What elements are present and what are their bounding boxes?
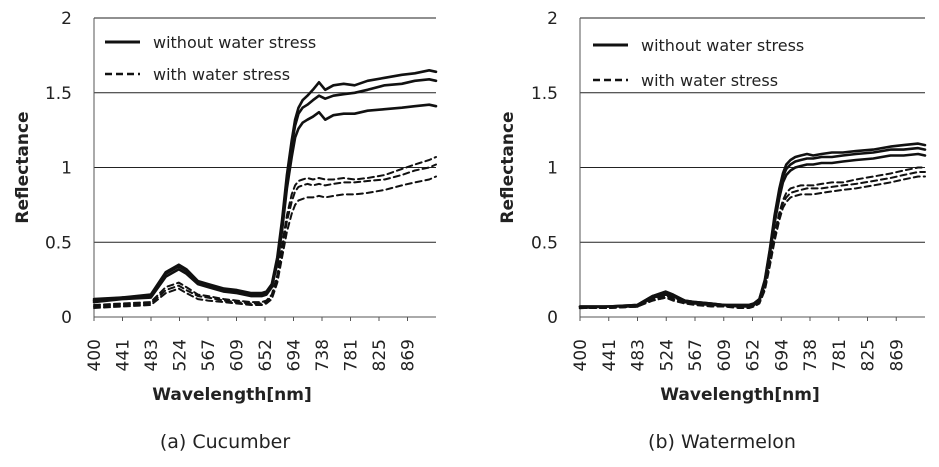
x-tick-label: 483 [142, 339, 162, 371]
x-tick-label: 483 [629, 339, 649, 371]
panel-caption: (a) Cucumber [160, 431, 291, 453]
series-line-without-stress [578, 146, 927, 308]
series-line-with-stress [579, 175, 926, 309]
series-line-without-stress [92, 78, 438, 302]
y-tick-label: 0 [547, 308, 558, 328]
x-tick-label: 524 [171, 339, 191, 371]
series-line-without-stress [578, 142, 927, 308]
y-tick-label: 0.5 [531, 233, 558, 253]
legend-label: without water stress [641, 36, 804, 55]
x-tick-label: 652 [744, 339, 764, 371]
series-line-without-stress [92, 69, 438, 301]
series-line-with-stress [579, 166, 926, 309]
x-tick-label: 441 [600, 339, 620, 371]
x-axis-title: Wavelength[nm] [660, 385, 819, 405]
y-tick-label: 1 [547, 159, 558, 179]
series-line-with-stress [93, 156, 437, 306]
y-tick-label: 2 [547, 9, 558, 29]
x-tick-label: 400 [85, 339, 105, 371]
x-tick-label: 400 [571, 339, 591, 371]
panel-caption: (b) Watermelon [648, 431, 796, 453]
series-line-without-stress [92, 103, 438, 304]
x-axis-title: Wavelength[nm] [152, 385, 311, 405]
y-tick-label: 1 [61, 159, 72, 179]
x-tick-label: 781 [342, 339, 362, 371]
x-tick-label: 738 [313, 339, 333, 371]
x-tick-label: 652 [256, 339, 276, 371]
chart-panel-cucumber: 0 0.5 1 1.5 2 400 441 483 524 567 609 652 694 738 781 8… [13, 9, 438, 453]
x-tick-label: 825 [859, 339, 879, 371]
x-tick-label: 781 [830, 339, 850, 371]
x-tick-label: 738 [801, 339, 821, 371]
legend-label: with water stress [153, 65, 290, 84]
y-tick-label: 1.5 [531, 84, 558, 104]
series-line-with-stress [93, 175, 437, 309]
series-line-with-stress [93, 163, 437, 308]
x-tick-label: 825 [370, 339, 390, 371]
x-tick-label: 441 [114, 339, 134, 371]
y-axis-title: Reflectance [13, 111, 33, 223]
y-axis-title: Reflectance [498, 111, 518, 223]
x-tick-label: 609 [228, 339, 248, 371]
x-tick-label: 609 [715, 339, 735, 371]
y-tick-label: 0 [61, 308, 72, 328]
y-tick-label: 0.5 [45, 233, 72, 253]
y-tick-label: 1.5 [45, 84, 72, 104]
x-tick-label: 694 [772, 339, 792, 371]
x-tick-label: 567 [686, 339, 706, 371]
legend: without water stress with water stress [593, 36, 804, 90]
x-tick-label: 524 [657, 339, 677, 371]
x-tick-label: 869 [887, 339, 907, 371]
x-tick-label: 869 [399, 339, 419, 371]
y-tick-label: 2 [61, 9, 72, 29]
legend-label: without water stress [153, 33, 316, 52]
legend: without water stress with water stress [105, 33, 316, 84]
x-tick-label: 694 [285, 339, 305, 371]
legend-label: with water stress [641, 71, 778, 90]
x-tick-label: 567 [199, 339, 219, 371]
series-line-with-stress [579, 171, 926, 309]
chart-panel-watermelon: 0 0.5 1 1.5 2 400 441 483 524 567 609 652 694 738 781 8… [498, 9, 927, 453]
